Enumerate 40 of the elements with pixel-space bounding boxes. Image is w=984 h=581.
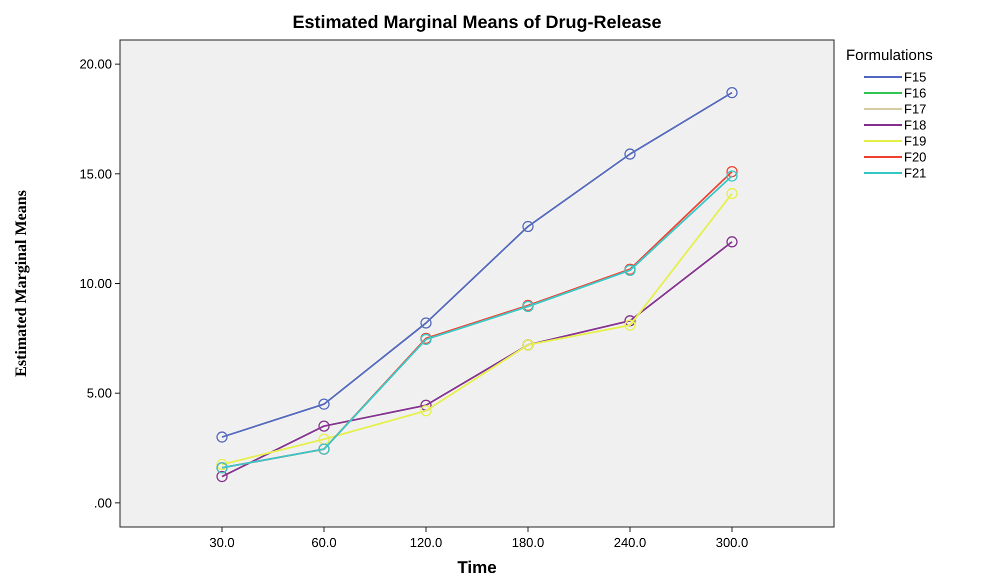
legend-label: F21 bbox=[904, 166, 926, 181]
legend-label: F19 bbox=[904, 134, 926, 149]
point bbox=[726, 87, 738, 98]
y-tick-label: 15.00 bbox=[79, 166, 112, 182]
point bbox=[420, 317, 432, 329]
point bbox=[522, 220, 534, 232]
point bbox=[216, 470, 228, 482]
point bbox=[318, 434, 330, 445]
point bbox=[420, 400, 432, 411]
point bbox=[318, 398, 330, 410]
point bbox=[726, 188, 738, 200]
legend-title: Formulations bbox=[846, 47, 933, 64]
legend-label: F16 bbox=[904, 86, 926, 101]
y-tick-label: 20.00 bbox=[79, 56, 112, 72]
legend-label: F15 bbox=[904, 70, 926, 85]
legend-label: F20 bbox=[904, 150, 926, 165]
legend-label: F18 bbox=[904, 118, 926, 133]
x-axis-title: Time bbox=[457, 558, 497, 577]
x-tick-label: 180.0 bbox=[512, 535, 544, 550]
point bbox=[726, 236, 738, 248]
x-tick-label: 30.0 bbox=[209, 535, 235, 550]
point bbox=[624, 320, 636, 331]
point bbox=[726, 166, 738, 178]
point bbox=[624, 148, 636, 160]
y-tick-label: 5.00 bbox=[86, 386, 112, 401]
point bbox=[216, 431, 228, 443]
point bbox=[318, 420, 330, 432]
point bbox=[216, 458, 228, 470]
y-tick-label: .00 bbox=[94, 495, 112, 510]
point bbox=[420, 405, 432, 416]
y-tick-label: 10.00 bbox=[79, 276, 112, 292]
x-tick-label: 60.0 bbox=[311, 535, 337, 550]
point bbox=[726, 170, 738, 182]
x-tick-label: 300.0 bbox=[716, 535, 748, 550]
y-axis-title: Estimated Marginal Means bbox=[13, 190, 30, 377]
x-tick-label: 240.0 bbox=[614, 535, 646, 550]
chart-title: Estimated Marginal Means of Drug-Release bbox=[292, 12, 662, 32]
point bbox=[624, 315, 636, 326]
legend-label: F17 bbox=[904, 102, 926, 117]
x-tick-label: 120.0 bbox=[410, 535, 442, 550]
